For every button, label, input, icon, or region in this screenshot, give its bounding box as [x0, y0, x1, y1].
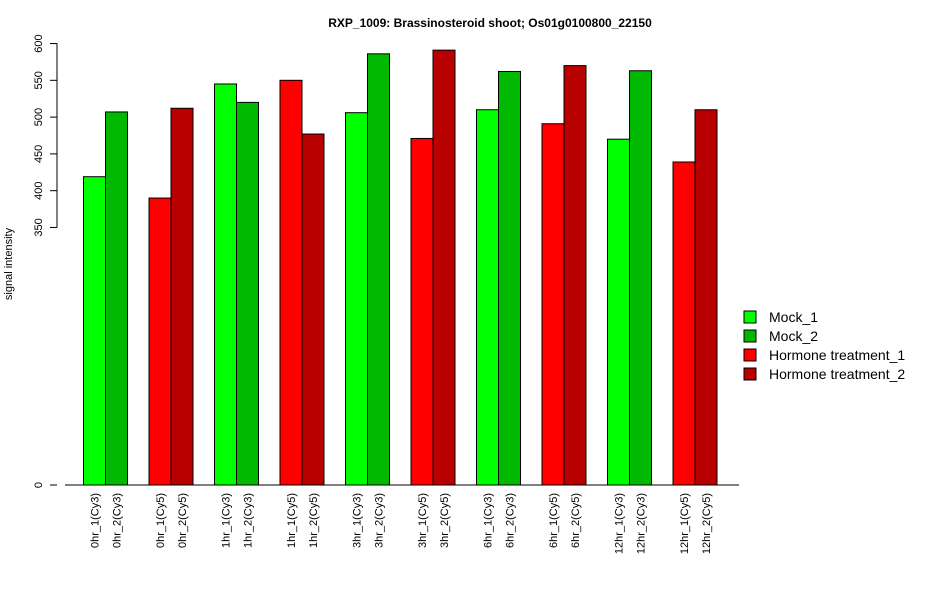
y-tick-label: 600: [33, 34, 45, 52]
bar: [279, 79, 303, 486]
x-tick-label: 12hr_2(Cy5): [701, 493, 713, 554]
x-tick-label: 1hr_1(Cy3): [221, 493, 233, 548]
bar: [629, 70, 652, 486]
x-tick-label: 12hr_1(Cy3): [614, 493, 626, 554]
bar: [607, 138, 630, 486]
bar: [672, 161, 696, 486]
x-tick-label: 1hr_1(Cy5): [286, 493, 298, 548]
y-tick-label: 500: [33, 108, 45, 126]
bar: [476, 109, 499, 486]
x-tick-label: 0hr_2(Cy5): [177, 493, 189, 548]
bar: [432, 49, 456, 486]
x-tick-label: 3hr_1(Cy3): [352, 493, 364, 548]
x-tick-label: 3hr_2(Cy5): [439, 493, 451, 548]
legend-label: Hormone treatment_2: [769, 366, 905, 382]
y-tick-label: 450: [33, 145, 45, 163]
legend: Mock_1 Mock_2 Hormone treatment_1 Hormone t…: [743, 309, 905, 382]
bar: [236, 101, 259, 486]
bar: [170, 107, 194, 486]
x-tick-label: 0hr_1(Cy5): [155, 493, 167, 548]
x-tick-label: 1hr_2(Cy3): [243, 493, 255, 548]
legend-swatch: [743, 329, 757, 343]
y-tick-label: 400: [33, 182, 45, 200]
bar: [367, 53, 390, 486]
bar: [148, 197, 172, 486]
bar: [345, 112, 368, 486]
y-axis: 0 350 400 450 500 550 600: [33, 34, 58, 488]
x-tick-label: 12hr_1(Cy5): [679, 493, 691, 554]
bars-group: [65, 49, 739, 486]
x-tick-label: 12hr_2(Cy3): [636, 493, 648, 554]
x-tick-label: 6hr_1(Cy5): [548, 493, 560, 548]
bar: [694, 109, 718, 486]
legend-label: Mock_1: [769, 309, 818, 325]
y-tick-label: 550: [33, 71, 45, 89]
x-tick-label: 1hr_2(Cy5): [308, 493, 320, 548]
bar: [410, 137, 434, 486]
y-axis-label: signal intensity: [3, 227, 15, 300]
bar: [301, 133, 325, 486]
x-tick-label: 3hr_2(Cy3): [374, 493, 386, 548]
legend-swatch: [743, 348, 757, 362]
legend-swatch: [743, 367, 757, 381]
legend-label: Hormone treatment_1: [769, 347, 905, 363]
x-tick-label: 0hr_1(Cy3): [90, 493, 102, 548]
x-tick-label: 0hr_2(Cy3): [112, 493, 124, 548]
legend-label: Mock_2: [769, 328, 818, 344]
y-tick-label: 350: [33, 218, 45, 236]
x-tick-label: 6hr_1(Cy3): [483, 493, 495, 548]
bar: [105, 111, 128, 486]
x-tick-label: 6hr_2(Cy5): [570, 493, 582, 548]
bar: [498, 70, 521, 486]
bar: [563, 65, 587, 486]
bar: [541, 123, 565, 486]
x-tick-label: 3hr_1(Cy5): [417, 493, 429, 548]
bar: [83, 176, 106, 486]
x-tick-labels: 0hr_1(Cy3) 0hr_2(Cy3) 0hr_1(Cy5) 0hr_2(Cy5)…: [90, 493, 714, 554]
bar: [214, 83, 237, 486]
legend-swatch: [743, 310, 757, 324]
y-tick-label: 0: [33, 482, 45, 488]
chart-title: RXP_1009: Brassinosteroid shoot; Os01g01…: [328, 16, 652, 30]
x-tick-label: 6hr_2(Cy3): [505, 493, 517, 548]
